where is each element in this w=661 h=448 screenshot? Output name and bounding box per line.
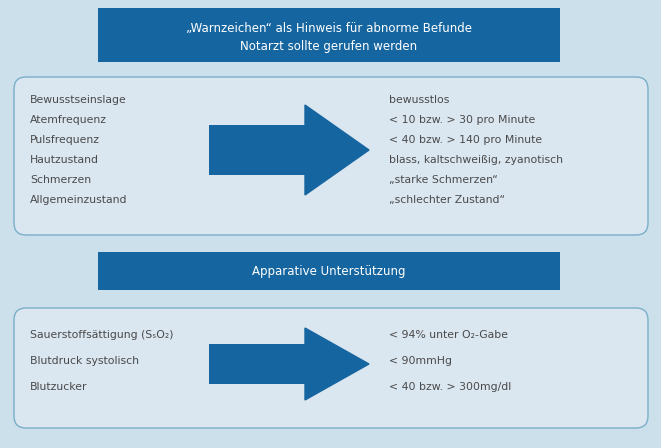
Text: Pulsfrequenz: Pulsfrequenz xyxy=(30,135,100,145)
Bar xyxy=(209,125,305,175)
Text: Blutzucker: Blutzucker xyxy=(30,382,87,392)
Text: < 94% unter O₂-Gabe: < 94% unter O₂-Gabe xyxy=(389,330,508,340)
Text: Schmerzen: Schmerzen xyxy=(30,175,91,185)
Text: „schlechter Zustand“: „schlechter Zustand“ xyxy=(389,195,505,205)
Bar xyxy=(98,8,560,62)
Polygon shape xyxy=(305,328,369,400)
FancyBboxPatch shape xyxy=(14,308,648,428)
Text: < 40 bzw. > 140 pro Minute: < 40 bzw. > 140 pro Minute xyxy=(389,135,542,145)
Polygon shape xyxy=(305,105,369,195)
Text: Allgemeinzustand: Allgemeinzustand xyxy=(30,195,128,205)
Text: Apparative Unterstützung: Apparative Unterstützung xyxy=(253,264,406,277)
Text: Notarzt sollte gerufen werden: Notarzt sollte gerufen werden xyxy=(241,40,418,53)
FancyBboxPatch shape xyxy=(14,77,648,235)
Bar xyxy=(98,252,560,290)
Text: blass, kaltschweißig, zyanotisch: blass, kaltschweißig, zyanotisch xyxy=(389,155,563,165)
Text: bewusstlos: bewusstlos xyxy=(389,95,449,105)
Text: Atemfrequenz: Atemfrequenz xyxy=(30,115,107,125)
Text: Sauerstoffsättigung (SₛO₂): Sauerstoffsättigung (SₛO₂) xyxy=(30,330,173,340)
Text: Bewusstseinslage: Bewusstseinslage xyxy=(30,95,127,105)
Bar xyxy=(209,344,305,384)
Text: Blutdruck systolisch: Blutdruck systolisch xyxy=(30,356,139,366)
Text: < 90mmHg: < 90mmHg xyxy=(389,356,452,366)
Text: „starke Schmerzen“: „starke Schmerzen“ xyxy=(389,175,498,185)
Text: „Warnzeichen“ als Hinweis für abnorme Befunde: „Warnzeichen“ als Hinweis für abnorme Be… xyxy=(186,22,472,35)
Text: Hautzustand: Hautzustand xyxy=(30,155,99,165)
Text: < 40 bzw. > 300mg/dl: < 40 bzw. > 300mg/dl xyxy=(389,382,511,392)
Text: < 10 bzw. > 30 pro Minute: < 10 bzw. > 30 pro Minute xyxy=(389,115,535,125)
